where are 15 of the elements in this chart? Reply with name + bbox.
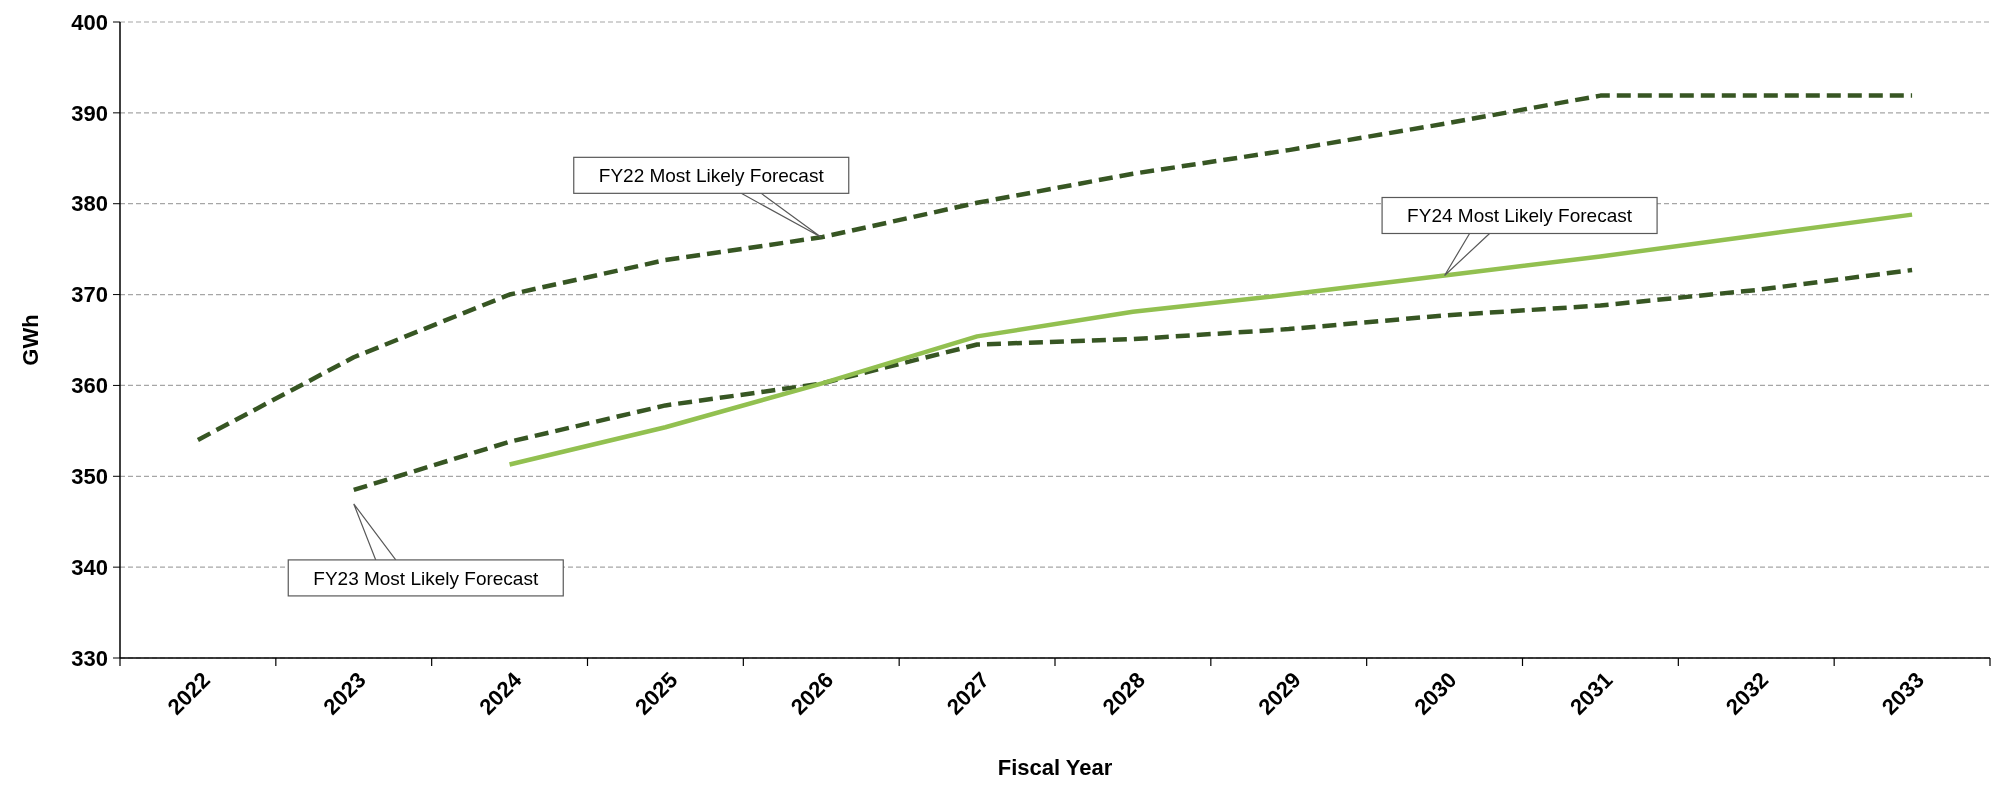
- y-tick-label: 350: [71, 463, 108, 489]
- line-series: [195, 93, 1915, 443]
- x-axis-title: Fiscal Year: [997, 755, 1113, 780]
- y-tick-label: 360: [71, 373, 108, 399]
- y-tick-label: 390: [71, 100, 108, 126]
- annotation: FY23 Most Likely Forecast: [313, 567, 539, 589]
- y-tick-label: 330: [71, 645, 108, 671]
- y-tick-label: 380: [71, 191, 108, 217]
- y-tick-label: 340: [71, 554, 108, 580]
- annotation: FY24 Most Likely Forecast: [1407, 205, 1633, 227]
- y-tick-label: 370: [71, 282, 108, 308]
- y-axis-title: GWh: [18, 314, 43, 366]
- annotation: FY22 Most Likely Forecast: [598, 164, 825, 186]
- y-tick-label: 400: [71, 9, 108, 35]
- line-series: [351, 267, 1915, 493]
